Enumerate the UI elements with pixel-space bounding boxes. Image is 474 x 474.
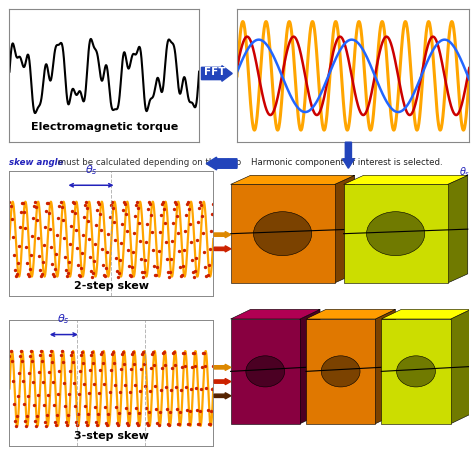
Text: FFT: FFT [204,67,225,77]
Text: must be calculated depending on the step: must be calculated depending on the step [55,158,241,166]
Polygon shape [231,310,320,319]
Polygon shape [300,310,320,424]
Text: 3-step skew: 3-step skew [74,430,149,440]
Text: $\theta_s$: $\theta_s$ [85,163,97,177]
Polygon shape [231,175,355,184]
Text: skew angle: skew angle [9,158,64,166]
Polygon shape [306,310,395,319]
Polygon shape [344,184,447,283]
Text: 2-step skew: 2-step skew [74,281,149,291]
Text: Electromagnetic torque: Electromagnetic torque [31,122,178,132]
Ellipse shape [397,356,436,387]
Text: Harmonic component of interest is selected.: Harmonic component of interest is select… [251,158,443,166]
Polygon shape [306,319,375,424]
Polygon shape [231,319,300,424]
Polygon shape [381,310,471,319]
Polygon shape [451,310,471,424]
Ellipse shape [246,356,285,387]
Polygon shape [231,184,335,283]
Polygon shape [375,310,395,424]
Polygon shape [447,175,468,283]
Ellipse shape [321,356,360,387]
Text: $\theta_s$: $\theta_s$ [57,312,70,326]
Ellipse shape [366,212,425,255]
Polygon shape [344,175,468,184]
Text: $\theta_s$: $\theta_s$ [459,165,471,179]
Polygon shape [335,175,355,283]
Polygon shape [381,319,451,424]
Ellipse shape [254,212,312,255]
